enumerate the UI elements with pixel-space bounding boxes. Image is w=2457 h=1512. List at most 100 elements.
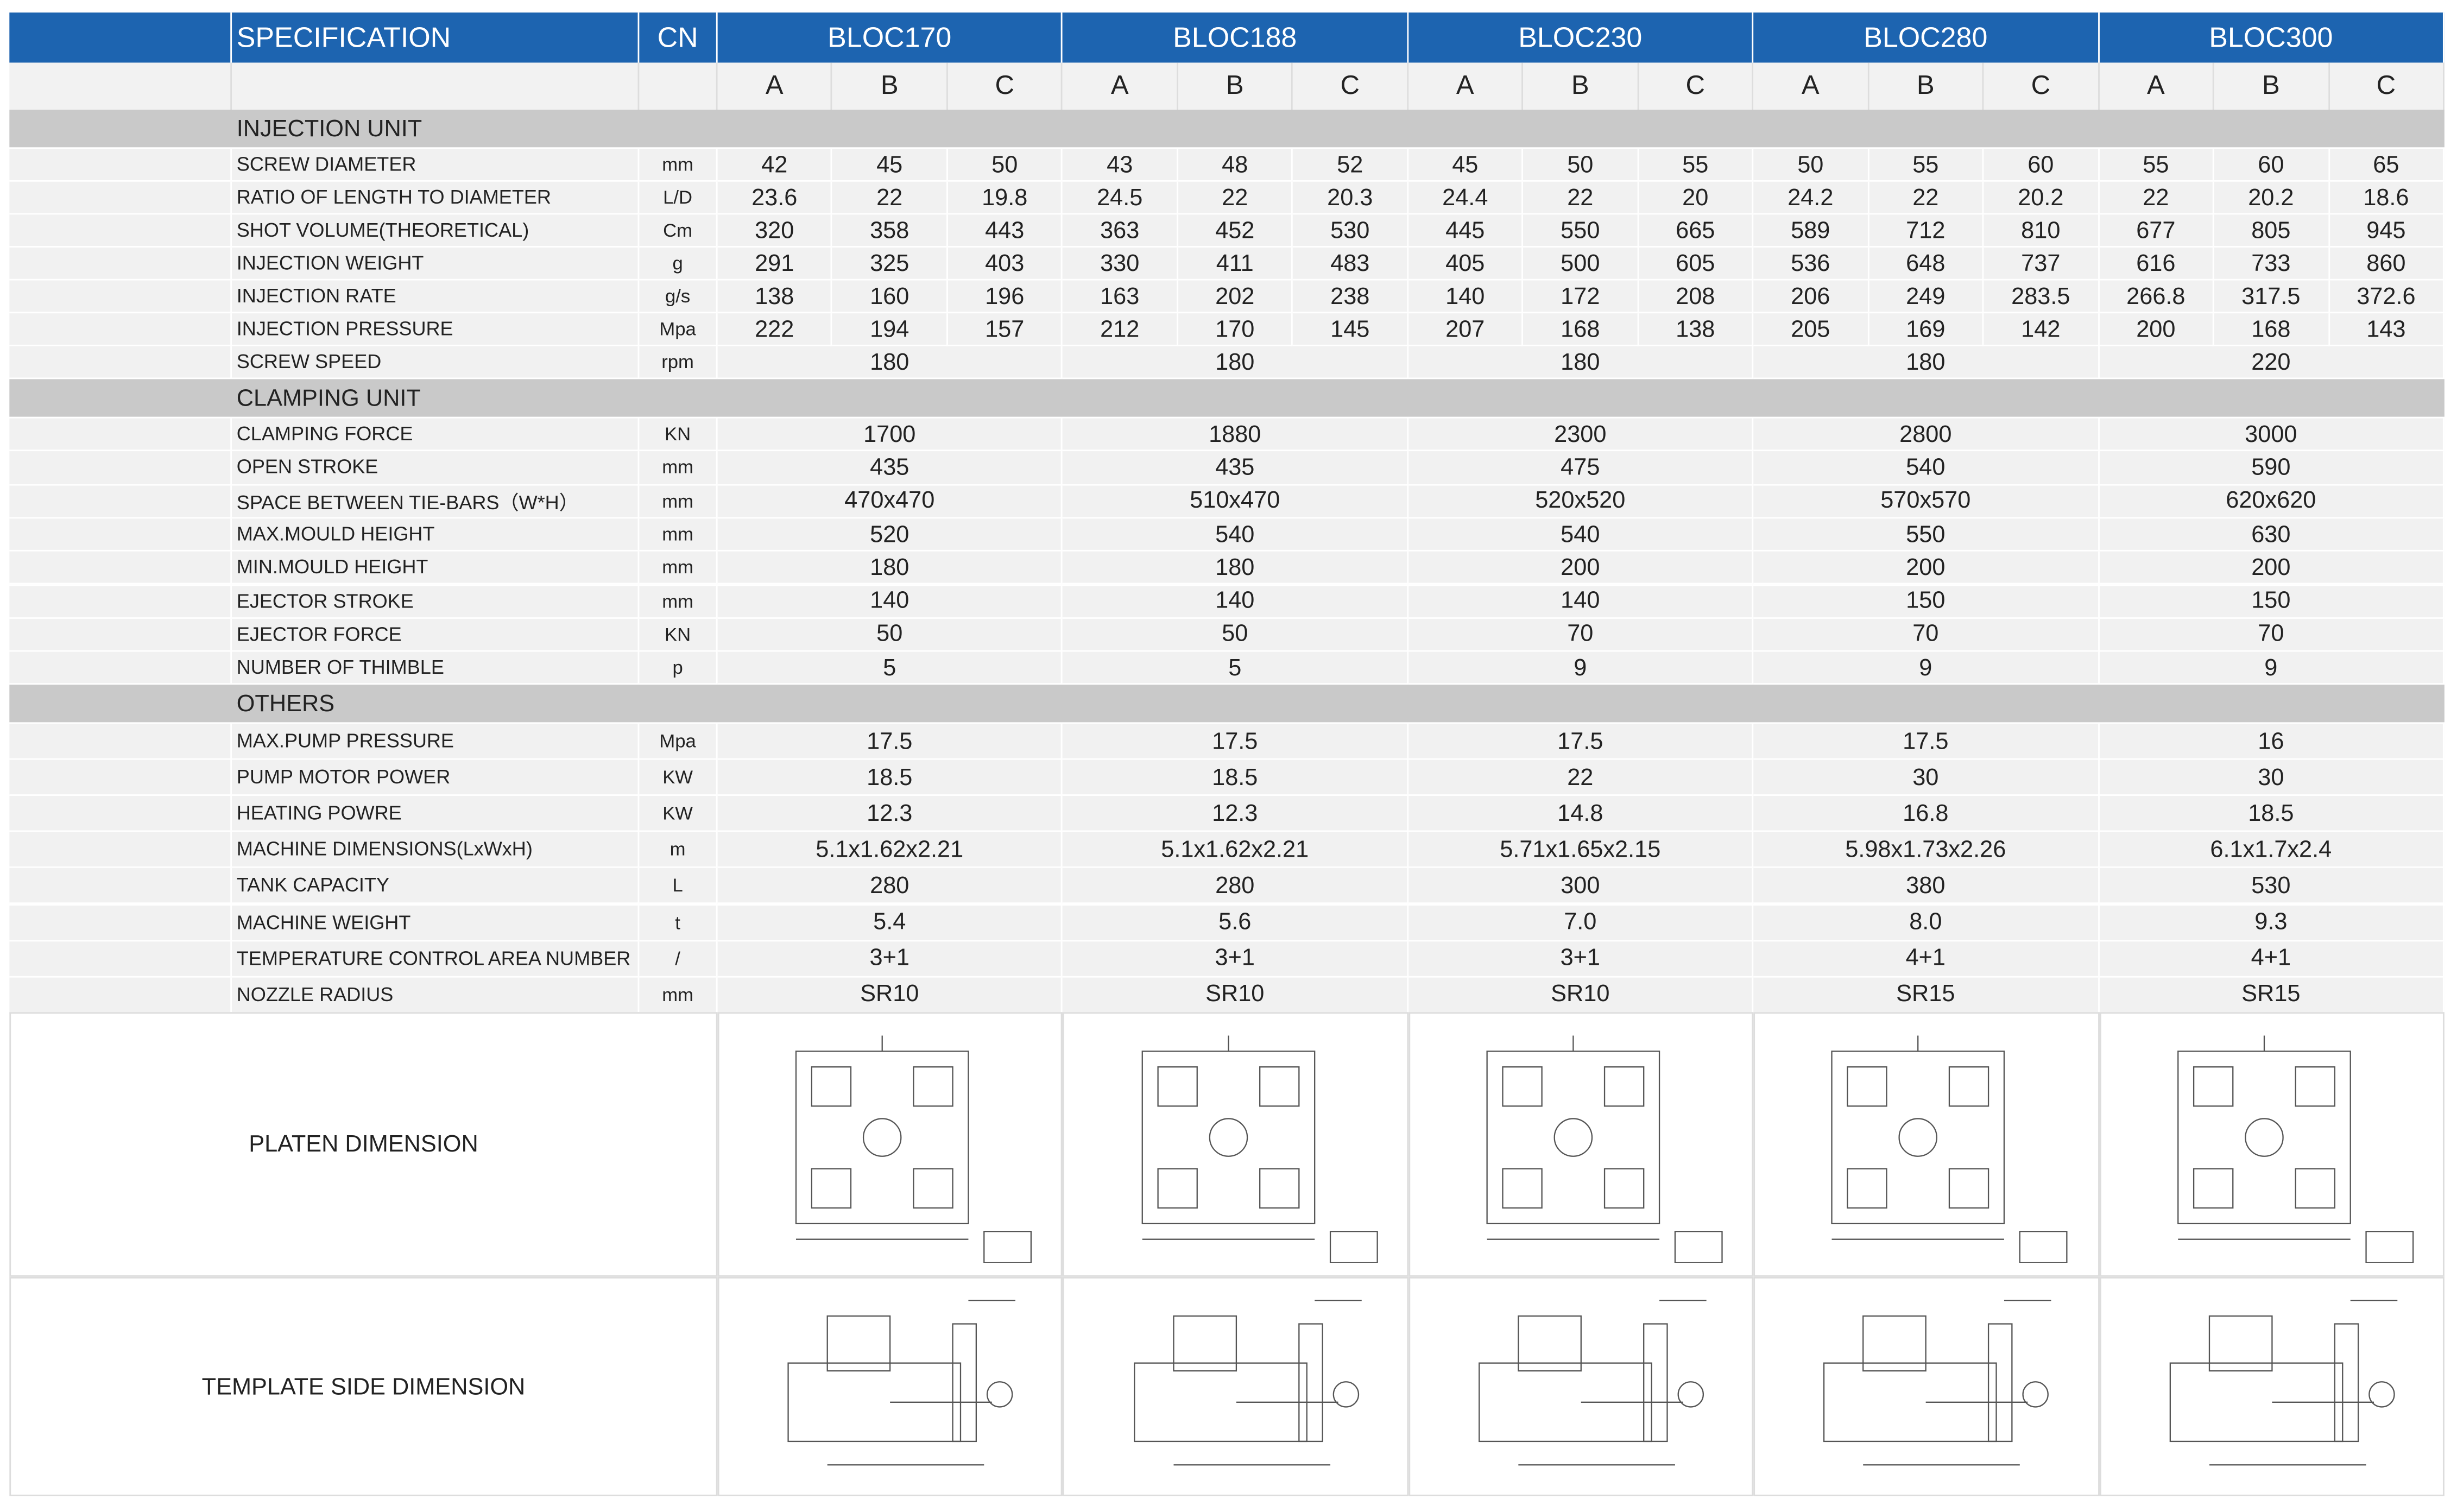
- row-value: 22: [1523, 181, 1639, 215]
- row-value: 363: [1063, 214, 1178, 248]
- drawing-cell: [717, 1276, 1063, 1496]
- row-label: OPEN STROKE: [232, 451, 640, 485]
- row-value: 403: [948, 248, 1063, 281]
- row-value: 24.4: [1408, 181, 1524, 215]
- row-value: 266.8: [2099, 281, 2214, 314]
- row-unit: KN: [639, 618, 718, 652]
- variant-header: A: [1408, 62, 1524, 110]
- row-label: MIN.MOULD HEIGHT: [232, 552, 640, 585]
- row-value: 550: [1753, 518, 2099, 552]
- row-label: TANK CAPACITY: [232, 868, 640, 905]
- row-blank: [9, 281, 232, 314]
- row-value: 208: [1638, 281, 1754, 314]
- row-unit: mm: [639, 485, 718, 518]
- variant-header: B: [832, 62, 948, 110]
- row-blank: [9, 451, 232, 485]
- row-value: 180: [717, 346, 1063, 380]
- row-value: 20.2: [1984, 181, 2099, 215]
- row-value: 860: [2329, 248, 2445, 281]
- row-value: 550: [1523, 214, 1639, 248]
- row-value: 500: [1523, 248, 1639, 281]
- row-unit: mm: [639, 149, 718, 182]
- row-value: 20.2: [2214, 181, 2329, 215]
- row-value: 3+1: [1408, 941, 1754, 977]
- row-value: 665: [1638, 214, 1754, 248]
- variant-header: C: [1293, 62, 1408, 110]
- section-title: INJECTION UNIT: [9, 110, 2445, 148]
- row-value: 16.8: [1753, 796, 2099, 833]
- row-value: 380: [1753, 868, 2099, 905]
- row-value: 810: [1984, 214, 2099, 248]
- row-value: 168: [1523, 313, 1639, 347]
- row-label: INJECTION WEIGHT: [232, 248, 640, 281]
- row-value: 157: [948, 313, 1063, 347]
- row-value: 20: [1638, 181, 1754, 215]
- variant-header: A: [2099, 62, 2214, 110]
- row-value: 1880: [1063, 418, 1408, 452]
- row-value: 520: [717, 518, 1063, 552]
- row-label: MACHINE DIMENSIONS(LxWxH): [232, 832, 640, 869]
- row-value: 222: [717, 313, 833, 347]
- row-label: HEATING POWRE: [232, 796, 640, 833]
- row-value: 23.6: [717, 181, 833, 215]
- row-value: 206: [1753, 281, 1869, 314]
- header-blank: [9, 12, 232, 63]
- row-unit: KW: [639, 796, 718, 833]
- row-value: 18.5: [2099, 796, 2445, 833]
- row-value: 5.4: [717, 904, 1063, 941]
- row-unit: L: [639, 868, 718, 905]
- row-value: 12.3: [717, 796, 1063, 833]
- row-value: 22: [1178, 181, 1293, 215]
- drawing-sketch: [787, 1300, 1016, 1466]
- row-value: 9.3: [2099, 904, 2445, 941]
- row-value: 330: [1063, 248, 1178, 281]
- row-value: 55: [1638, 149, 1754, 182]
- row-value: 590: [2099, 451, 2445, 485]
- drawing-cell: [1408, 1276, 1754, 1496]
- row-value: 7.0: [1408, 904, 1754, 941]
- row-value: 6.1x1.7x2.4: [2099, 832, 2445, 869]
- row-blank: [9, 485, 232, 518]
- row-value: 737: [1984, 248, 2099, 281]
- row-value: 18.6: [2329, 181, 2445, 215]
- row-label: EJECTOR STROKE: [232, 585, 640, 619]
- row-value: 30: [1753, 760, 2099, 796]
- variant-header: C: [2329, 62, 2445, 110]
- row-value: 249: [1868, 281, 1984, 314]
- row-blank: [9, 651, 232, 686]
- row-value: 163: [1063, 281, 1178, 314]
- row-label: CLAMPING FORCE: [232, 418, 640, 452]
- row-value: 411: [1178, 248, 1293, 281]
- row-blank: [9, 832, 232, 869]
- row-blank: [9, 618, 232, 652]
- row-value: 24.5: [1063, 181, 1178, 215]
- row-unit: t: [639, 904, 718, 941]
- cn-header: CN: [639, 12, 718, 63]
- subheader-blank: [232, 62, 640, 110]
- row-value: 200: [2099, 313, 2214, 347]
- row-value: 300: [1408, 868, 1754, 905]
- row-unit: mm: [639, 977, 718, 1014]
- row-value: 70: [2099, 618, 2445, 652]
- row-value: 24.2: [1753, 181, 1869, 215]
- row-label: RATIO OF LENGTH TO DIAMETER: [232, 181, 640, 215]
- row-label: SHOT VOLUME(THEORETICAL): [232, 214, 640, 248]
- row-blank: [9, 518, 232, 552]
- drawing-sketch: [2169, 1300, 2397, 1466]
- row-value: 2300: [1408, 418, 1754, 452]
- row-value: 140: [1408, 281, 1524, 314]
- row-value: 50: [1063, 618, 1408, 652]
- drawing-cell: [1753, 1012, 2099, 1277]
- row-blank: [9, 214, 232, 248]
- row-blank: [9, 977, 232, 1014]
- row-value: 18.5: [1063, 760, 1408, 796]
- row-value: 172: [1523, 281, 1639, 314]
- row-value: 1700: [717, 418, 1063, 452]
- model-header: BLOC188: [1063, 12, 1408, 63]
- row-value: 12.3: [1063, 796, 1408, 833]
- row-value: 65: [2329, 149, 2445, 182]
- row-label: SPACE BETWEEN TIE-BARS（W*H）: [232, 485, 640, 518]
- row-value: 60: [1984, 149, 2099, 182]
- variant-header: C: [948, 62, 1063, 110]
- row-value: 5: [717, 651, 1063, 686]
